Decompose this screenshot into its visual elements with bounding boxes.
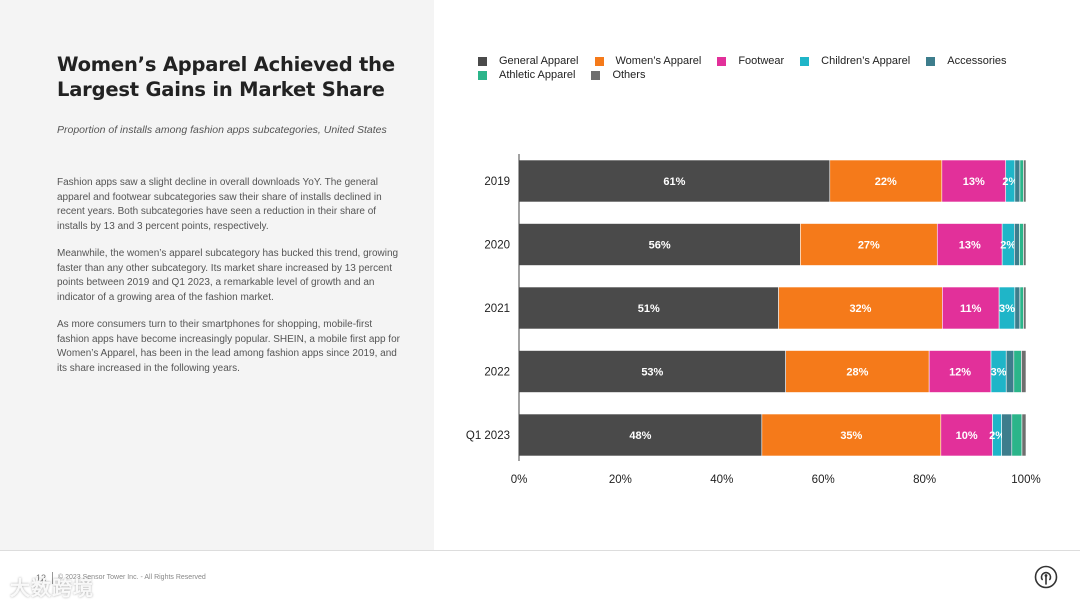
data-label: 22% <box>875 176 897 188</box>
bar-segment <box>928 350 992 393</box>
data-label: 13% <box>959 240 981 252</box>
slide-title: Women’s Apparel Achieved the Largest Gai… <box>57 53 395 101</box>
legend-swatch <box>478 56 487 66</box>
bar-segment <box>1005 350 1015 393</box>
data-label: 11% <box>960 303 982 315</box>
page-separator <box>52 572 53 584</box>
legend-item-general-apparel: General Apparel <box>478 54 579 68</box>
x-tick-label: 80% <box>913 474 936 486</box>
legend-row-2: Athletic Apparel Others <box>478 68 1058 82</box>
stacked-bar-chart: 2019 61% 22% 13% 2% 2020 56% 27% 13% 2% 2021 51% 32%… <box>466 154 1041 486</box>
data-label: 3% <box>999 303 1015 315</box>
bar-segment <box>941 159 1007 203</box>
bar-segment <box>518 223 801 266</box>
data-label: 28% <box>846 367 868 379</box>
category-label: 2022 <box>484 367 510 379</box>
data-label: 32% <box>849 303 871 315</box>
legend-item-others: Others <box>591 68 645 82</box>
data-label: 48% <box>629 430 651 442</box>
legend-swatch <box>800 56 810 66</box>
legend-item-athletic-apparel: Athletic Apparel <box>478 68 575 82</box>
bar-segment <box>942 286 1000 330</box>
legend-label: Women’s Apparel <box>615 55 702 67</box>
legend-label: Others <box>612 69 646 81</box>
bar-segment <box>1021 350 1027 393</box>
legend-label: Footwear <box>738 55 785 67</box>
data-label: 61% <box>663 176 685 188</box>
bar-segment <box>1011 413 1023 457</box>
bar-segment <box>518 286 779 330</box>
paragraph-2: Meanwhile, the women’s apparel subcatego… <box>57 248 399 303</box>
left-panel: Women’s Apparel Achieved the Largest Gai… <box>0 0 434 550</box>
footer <box>0 551 1080 608</box>
data-label: 2% <box>1000 240 1016 252</box>
data-label: 51% <box>638 303 660 315</box>
bar-segment <box>1014 223 1020 266</box>
category-label: 2019 <box>484 176 510 188</box>
copyright-text: © 2023 Sensor Tower Inc. - All Rights Re… <box>58 574 206 581</box>
bar-segment <box>940 413 993 457</box>
x-tick-label: 60% <box>812 474 835 486</box>
bar-segment <box>1014 286 1021 330</box>
bar-segment <box>518 159 831 203</box>
data-label: 12% <box>949 367 971 379</box>
legend-item-accessories: Accessories <box>926 54 1007 68</box>
legend-row-1: General Apparel Women’s Apparel Footwear Ch… <box>478 54 1058 68</box>
legend-item-children-s-apparel: Children’s Apparel <box>800 54 910 68</box>
bar-segment <box>778 286 943 330</box>
watermark-label: 大数跨境 <box>10 578 94 600</box>
slide-subtitle: Proportion of installs among fashion app… <box>57 124 387 136</box>
bar-segment <box>1014 159 1021 203</box>
category-label: Q1 2023 <box>466 430 510 442</box>
bar-segment <box>518 350 786 393</box>
footer-divider <box>0 550 1080 551</box>
bar-segment <box>1013 350 1022 393</box>
legend-swatch <box>591 70 601 80</box>
bar-segment <box>1023 286 1027 330</box>
category-label: 2021 <box>484 303 510 315</box>
legend-swatch <box>717 56 727 66</box>
legend-label: Athletic Apparel <box>499 69 576 81</box>
data-label: 2% <box>1002 176 1018 188</box>
bar-segment <box>518 413 763 457</box>
data-label: 2% <box>989 430 1005 442</box>
data-label: 3% <box>991 367 1007 379</box>
data-label: 35% <box>840 430 862 442</box>
category-label: 2020 <box>484 240 510 252</box>
legend-label: Children’s Apparel <box>821 55 911 67</box>
sensor-tower-logo-icon <box>1034 565 1058 589</box>
bar-segment <box>1001 413 1013 457</box>
bar-segment <box>936 223 1003 266</box>
legend-label: Accessories <box>947 55 1007 67</box>
chart-legend: General Apparel Women’s Apparel Footwear Ch… <box>478 54 1058 82</box>
data-label: 56% <box>649 240 671 252</box>
data-label: 13% <box>963 176 985 188</box>
paragraph-3: As more consumers turn to their smartpho… <box>57 319 400 374</box>
bar-segment <box>829 159 943 203</box>
page-number: 12 <box>36 573 47 583</box>
body-text: Fashion apps saw a slight decline in ove… <box>57 176 402 389</box>
legend-item-footwear: Footwear <box>717 54 784 68</box>
bar-segment <box>1023 223 1027 266</box>
legend-swatch <box>478 70 487 80</box>
bar-segment <box>1019 286 1024 330</box>
bar-segment <box>1021 413 1027 457</box>
data-label: 53% <box>641 367 663 379</box>
bar-segment <box>761 413 942 457</box>
x-tick-label: 100% <box>1011 474 1040 486</box>
legend-swatch <box>926 56 936 66</box>
paragraph-1: Fashion apps saw a slight decline in ove… <box>57 177 382 232</box>
bar-segment <box>1019 159 1024 203</box>
bar-segment <box>800 223 938 266</box>
bar-segment <box>1023 159 1027 203</box>
data-label: 10% <box>956 430 978 442</box>
x-tick-label: 0% <box>511 474 528 486</box>
bar-segment <box>1019 223 1024 266</box>
data-label: 27% <box>858 240 880 252</box>
legend-label: General Apparel <box>499 55 579 67</box>
legend-item-women-s-apparel: Women’s Apparel <box>594 54 702 68</box>
x-tick-label: 40% <box>710 474 733 486</box>
x-tick-label: 20% <box>609 474 632 486</box>
legend-swatch <box>594 56 604 66</box>
